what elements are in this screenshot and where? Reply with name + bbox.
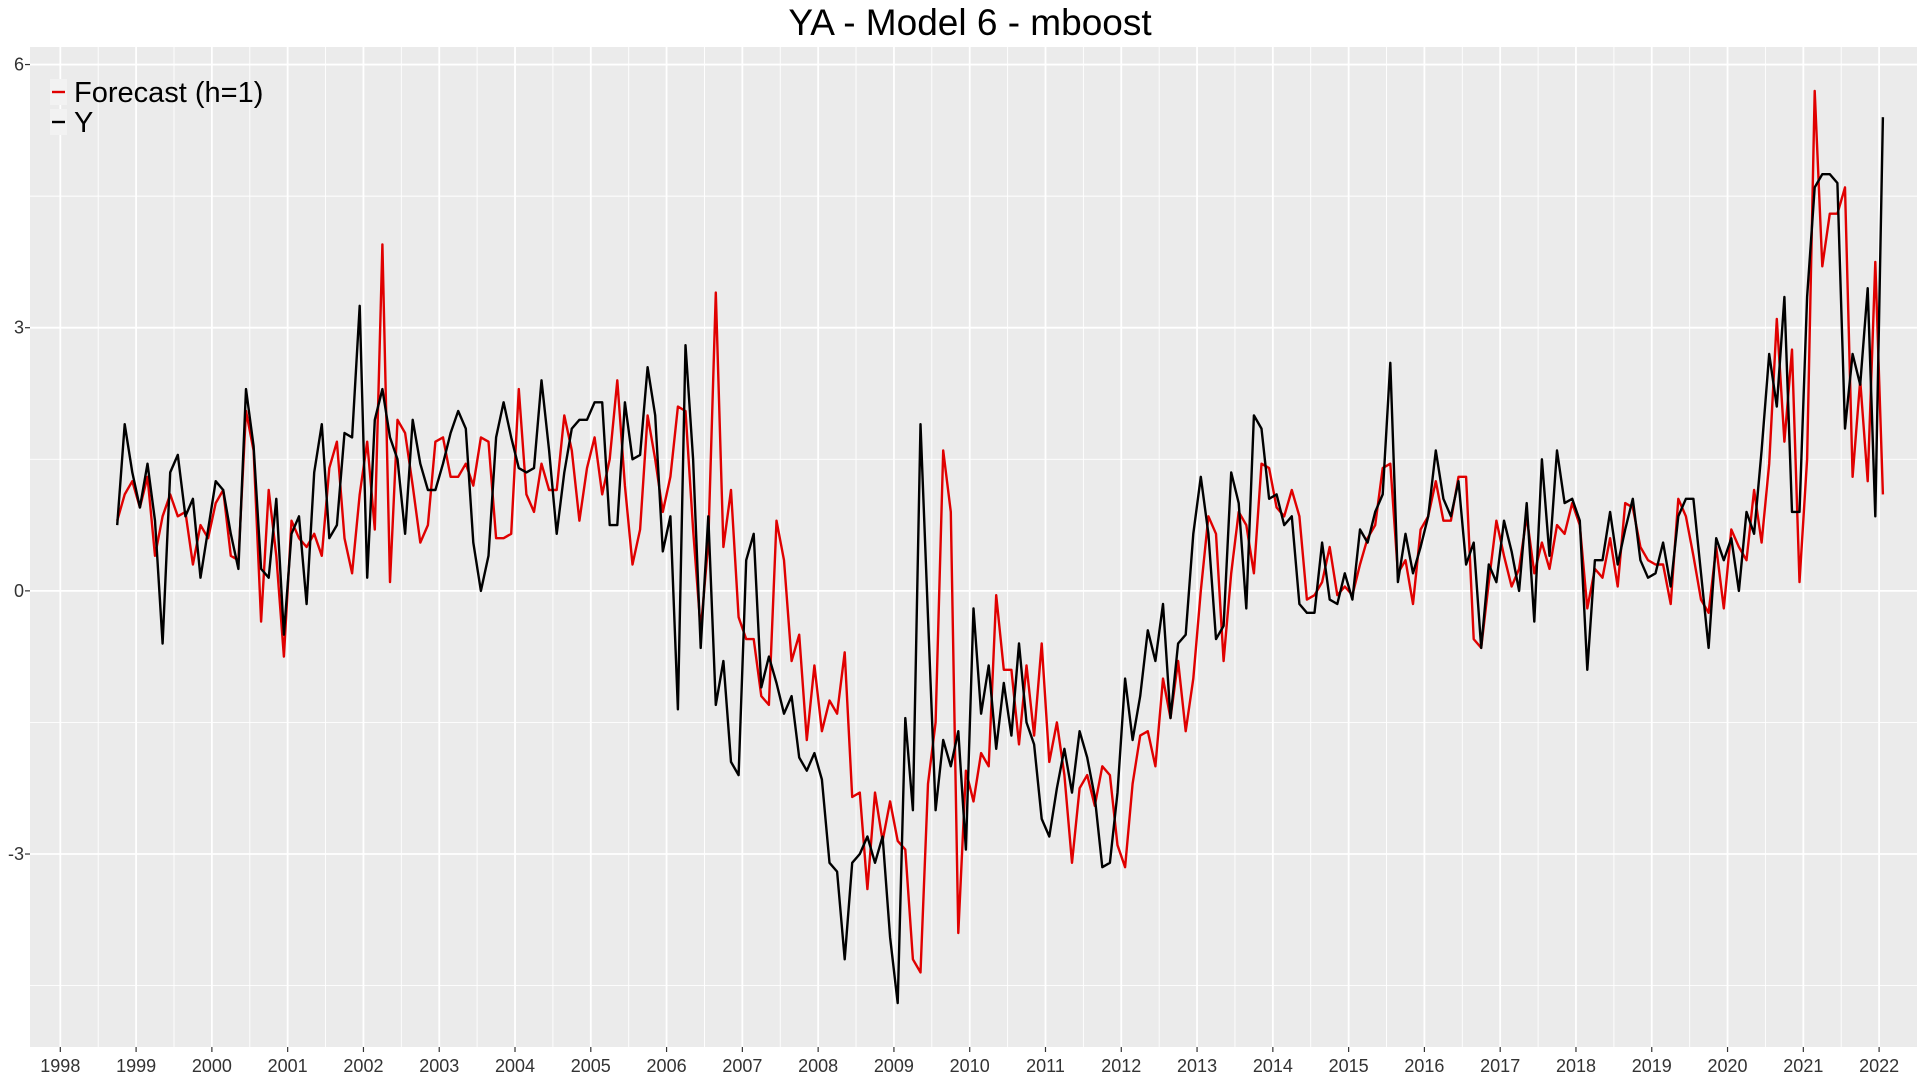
x-tick-label: 2007 xyxy=(722,1056,762,1076)
x-tick-label: 2022 xyxy=(1859,1056,1899,1076)
chart-title: YA - Model 6 - mboost xyxy=(788,2,1152,43)
x-tick-label: 2020 xyxy=(1708,1056,1748,1076)
x-tick-label: 2017 xyxy=(1480,1056,1520,1076)
x-axis: 1998 1999 2000 2001 2002 2003 2004 2005 2006 2007… xyxy=(40,1047,1899,1076)
legend-label-forecast: Forecast (h=1) xyxy=(74,77,263,109)
x-tick-label: 1998 xyxy=(40,1056,80,1076)
x-tick-label: 2008 xyxy=(798,1056,838,1076)
y-tick-label: -3 xyxy=(8,844,24,864)
x-tick-label: 2016 xyxy=(1404,1056,1444,1076)
series-line-y xyxy=(116,117,1885,1005)
y-tick-label: 6 xyxy=(14,55,24,75)
minor-gridlines xyxy=(30,47,1917,1047)
x-tick-label: 2011 xyxy=(1026,1056,1065,1076)
x-tick-label: 2005 xyxy=(571,1056,611,1076)
legend: Forecast (h=1)Y xyxy=(50,77,263,139)
x-tick-label: 2006 xyxy=(647,1056,687,1076)
x-tick-label: 2012 xyxy=(1101,1056,1141,1076)
series-layer xyxy=(116,89,1885,1005)
y-axis: -3 0 3 6 xyxy=(8,55,30,864)
y-tick-label: 3 xyxy=(14,318,24,338)
x-tick-label: 2010 xyxy=(950,1056,990,1076)
x-tick-label: 2009 xyxy=(874,1056,914,1076)
x-tick-label: 1999 xyxy=(116,1056,156,1076)
plot-panel xyxy=(30,47,1917,1047)
series-line-forecast xyxy=(116,89,1885,974)
x-tick-label: 2000 xyxy=(192,1056,232,1076)
x-tick-label: 2019 xyxy=(1632,1056,1672,1076)
y-tick-label: 0 xyxy=(14,581,24,601)
x-tick-label: 2013 xyxy=(1177,1056,1217,1076)
x-tick-label: 2018 xyxy=(1556,1056,1596,1076)
x-tick-label: 2001 xyxy=(268,1056,308,1076)
x-tick-label: 2021 xyxy=(1783,1056,1823,1076)
x-tick-label: 2014 xyxy=(1253,1056,1293,1076)
x-tick-label: 2004 xyxy=(495,1056,535,1076)
x-tick-label: 2002 xyxy=(343,1056,383,1076)
x-tick-label: 2015 xyxy=(1329,1056,1369,1076)
x-tick-label: 2003 xyxy=(419,1056,459,1076)
legend-label-y: Y xyxy=(74,107,93,139)
